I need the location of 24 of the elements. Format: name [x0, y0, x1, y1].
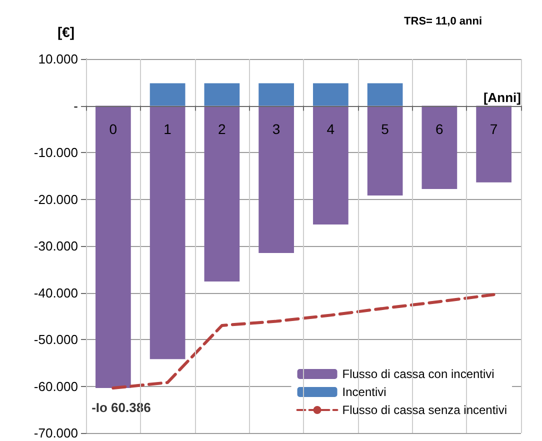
y-tick-label: -60.000	[34, 378, 78, 394]
y-tick-label: -30.000	[34, 238, 78, 254]
x-axis-title: [Anni]	[483, 90, 521, 105]
legend-label: Incentivi	[342, 385, 386, 399]
legend-label: Flusso di cassa con incentivi	[342, 367, 494, 381]
y-tick-label: 10.000	[38, 52, 78, 66]
x-tick-label: 7	[490, 120, 498, 137]
y-tick-label: -10.000	[34, 145, 78, 160]
x-tick-label: 2	[218, 120, 226, 137]
text: TRS= 11,0 anni	[404, 16, 482, 28]
legend-label: Flusso di cassa senza incentivi	[342, 403, 508, 417]
x-tick-label: 4	[326, 120, 335, 137]
y-tick-label: -20.000	[34, 192, 78, 207]
x-tick-label: 3	[272, 120, 280, 137]
annotation: -Io 60.386	[92, 400, 151, 416]
x-tick-label: 0	[109, 120, 118, 137]
y-axis-title: [€]	[57, 24, 75, 40]
x-tick-label: 5	[381, 120, 390, 137]
x-tick-label: 1	[164, 120, 172, 137]
y-tick-label: -40.000	[34, 285, 78, 300]
x-tick-label: 6	[436, 120, 444, 137]
y-tick-label: -	[74, 98, 78, 114]
y-tick-label: -70.000	[34, 426, 78, 440]
y-tick-label: -50.000	[34, 332, 78, 347]
